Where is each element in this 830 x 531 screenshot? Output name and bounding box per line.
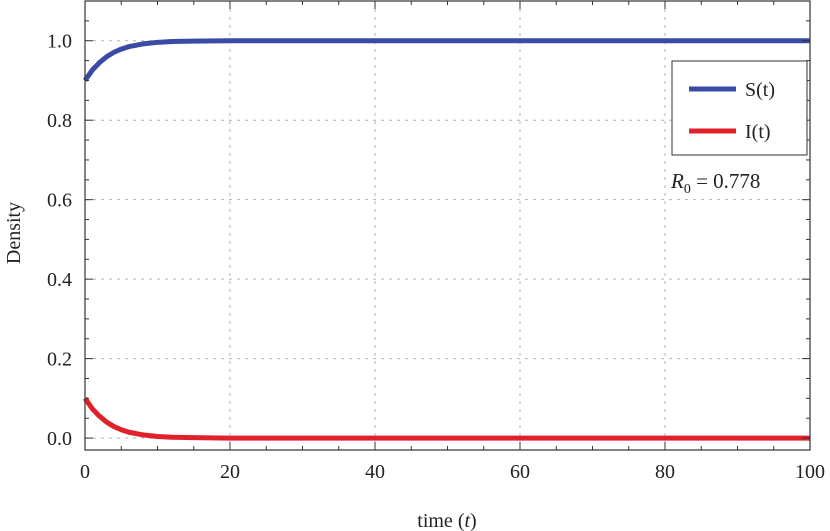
series-line-i bbox=[82, 396, 810, 441]
x-tick-label: 60 bbox=[510, 461, 530, 483]
tick-labels: 0 20 40 60 80 100 0.0 0.2 0.4 0.6 0.8 1.0 bbox=[47, 31, 825, 483]
x-axis-title: time (t) bbox=[417, 510, 476, 531]
legend-box bbox=[671, 60, 808, 156]
x-tick-label: 40 bbox=[365, 461, 385, 483]
legend: S(t) I(t) bbox=[671, 60, 808, 156]
y-tick-label: 1.0 bbox=[47, 31, 72, 53]
y-tick-label: 0.6 bbox=[47, 190, 72, 212]
r0-annotation: R0 = 0.778 bbox=[670, 169, 760, 197]
series-line-s bbox=[82, 38, 810, 82]
y-tick-label: 0.2 bbox=[47, 349, 72, 371]
y-tick-label: 0.0 bbox=[47, 428, 72, 450]
y-axis-title: Density bbox=[3, 202, 25, 264]
x-tick-label: 80 bbox=[655, 461, 675, 483]
x-tick-label: 20 bbox=[220, 461, 240, 483]
series-lines bbox=[82, 38, 810, 441]
y-tick-label: 0.8 bbox=[47, 110, 72, 132]
legend-label-i: I(t) bbox=[745, 121, 771, 143]
axis-ticks bbox=[84, 1, 811, 450]
y-tick-label: 0.4 bbox=[47, 269, 72, 291]
legend-label-s: S(t) bbox=[745, 79, 775, 101]
x-tick-label: 100 bbox=[795, 461, 825, 483]
x-tick-label: 0 bbox=[80, 461, 90, 483]
